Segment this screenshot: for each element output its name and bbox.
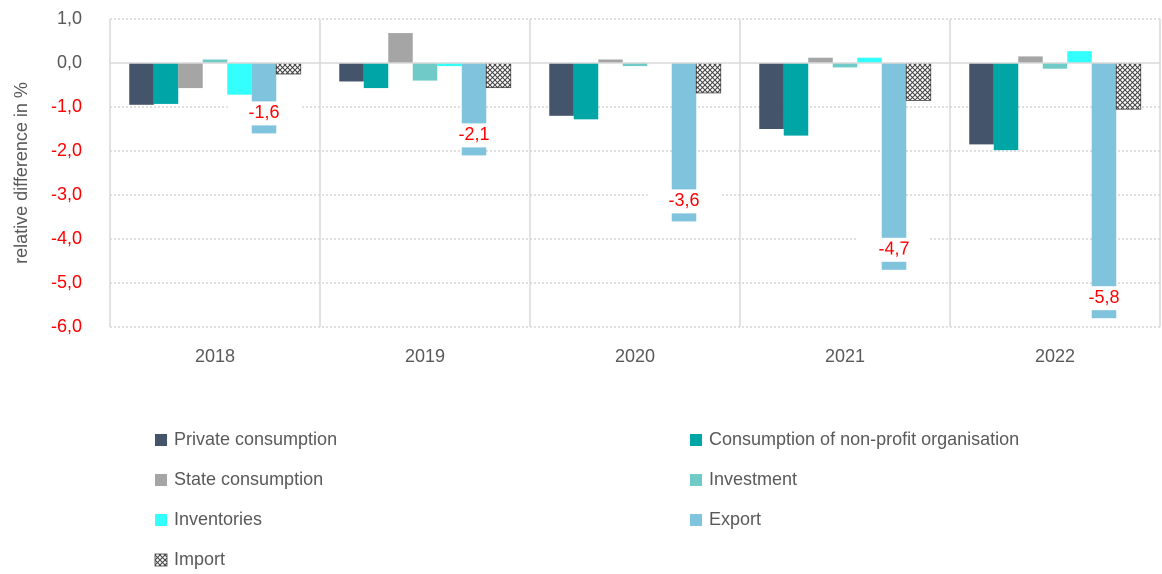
bar [1018, 56, 1043, 63]
legend-label: Import [174, 549, 225, 569]
bar [485, 62, 512, 89]
bar [412, 63, 438, 81]
y-tick-label: -2,0 [51, 140, 82, 160]
bar [598, 59, 623, 63]
legend-swatch [155, 474, 167, 486]
bar [275, 62, 302, 75]
bar [363, 63, 389, 89]
bar [388, 33, 413, 63]
legend-label: Consumption of non-profit organisation [709, 429, 1019, 449]
data-label-bg [227, 101, 301, 126]
bar [808, 57, 833, 63]
bar [622, 63, 648, 67]
legend-label: Inventories [174, 509, 262, 529]
y-tick-label: -5,0 [51, 272, 82, 292]
data-label-bg [437, 123, 511, 148]
legend-swatch [155, 434, 167, 446]
bar [227, 63, 252, 95]
bar [783, 63, 809, 136]
data-label-bg [857, 237, 931, 262]
legend-label: State consumption [174, 469, 323, 489]
x-tick-label: 2019 [405, 346, 445, 366]
legend-swatch [690, 434, 702, 446]
y-tick-label: -1,0 [51, 96, 82, 116]
bar [1091, 63, 1117, 319]
y-axis-label: relative difference in % [11, 82, 31, 264]
x-tick-label: 2020 [615, 346, 655, 366]
bar [905, 62, 932, 101]
legend-swatch [690, 514, 702, 526]
bar [857, 57, 882, 63]
bar [832, 63, 858, 68]
bar [969, 63, 994, 145]
legend-label: Private consumption [174, 429, 337, 449]
x-tick-label: 2018 [195, 346, 235, 366]
data-label-bg [1067, 286, 1141, 311]
y-tick-label: 1,0 [57, 8, 82, 28]
data-label: -5,8 [1088, 287, 1119, 307]
y-tick-label: 0,0 [57, 52, 82, 72]
bar [437, 63, 462, 67]
y-tick-label: -6,0 [51, 316, 82, 336]
data-label: -3,6 [668, 190, 699, 210]
bar [178, 63, 203, 89]
bar [759, 63, 784, 129]
legend-label: Export [709, 509, 761, 529]
bar [1067, 51, 1092, 63]
bar [129, 63, 154, 105]
y-tick-label: -4,0 [51, 228, 82, 248]
x-tick-label: 2022 [1035, 346, 1075, 366]
bar [573, 63, 599, 120]
bar [202, 59, 228, 63]
legend-swatch [154, 553, 168, 567]
data-label-bg [647, 189, 721, 214]
legend-label: Investment [709, 469, 797, 489]
bar [695, 62, 722, 94]
bar [153, 63, 179, 104]
legend-swatch [155, 514, 167, 526]
data-label: -1,6 [248, 102, 279, 122]
bar [1115, 62, 1142, 110]
bar [549, 63, 574, 116]
legend-swatch [690, 474, 702, 486]
bar [1042, 63, 1068, 69]
data-label: -2,1 [458, 124, 489, 144]
y-tick-label: -3,0 [51, 184, 82, 204]
bar [339, 63, 364, 82]
x-tick-label: 2021 [825, 346, 865, 366]
data-label: -4,7 [878, 239, 909, 259]
bar [881, 63, 907, 270]
bar [993, 63, 1019, 151]
